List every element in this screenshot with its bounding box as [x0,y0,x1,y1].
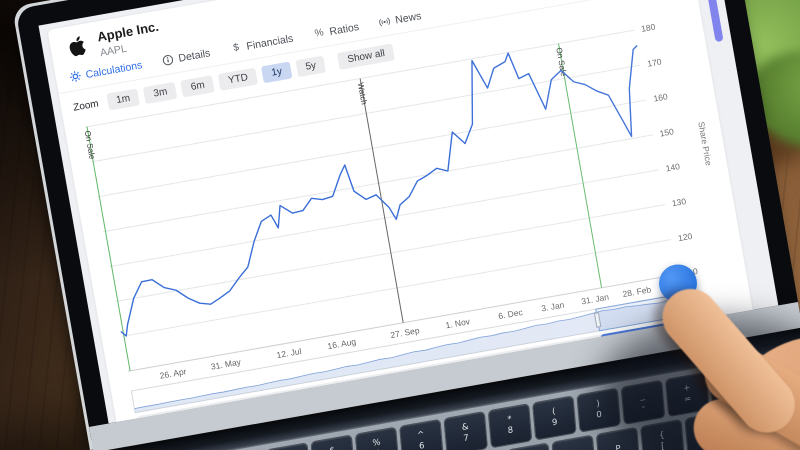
gridline [90,64,641,163]
nav-label: Ratios [328,20,360,38]
x-tick-label: 28. Feb [622,284,652,299]
nav-label: Calculations [84,59,144,81]
plot-line-annotation [558,43,603,288]
gridline [97,99,647,198]
annotation-label: On Sale [83,130,97,161]
page-scrollbar[interactable] [702,0,724,43]
x-tick-label: 3. Jan [540,299,565,313]
nav-label: News [394,9,423,27]
keyboard-key[interactable]: $ 4 [311,435,355,450]
keyboard-key[interactable]: ( 9 [533,396,576,440]
price-line [120,44,638,337]
y-tick-label: 120 [677,231,693,243]
x-tick-label: 12. Jul [276,346,303,360]
apple-logo [69,36,86,57]
range-button-ytd[interactable]: YTD [217,67,259,91]
keyboard-key[interactable]: # 3 [267,443,310,450]
keyboard-key[interactable]: % 5 [355,427,399,450]
news-icon [379,16,392,29]
nav-item-details[interactable]: Details [162,47,211,67]
info-icon [162,54,175,67]
dollar-icon: $ [232,42,240,55]
range-button-1y[interactable]: 1y [261,61,293,84]
y-axis-title: Share Price [696,121,714,167]
y-tick-label: 160 [653,91,669,103]
range-button-1m[interactable]: 1m [105,88,141,111]
gridline [115,204,666,302]
navigator-line [134,296,682,409]
keyboard-key[interactable]: * 8 [488,404,532,448]
gear-icon [69,70,82,83]
plot-line-annotation [86,126,131,371]
x-tick-label: 31. Jan [580,292,609,307]
screen-bezel: Apple Inc. AAPL Mar 28, 2021 → Mar 28, 2… [15,0,800,450]
main-nav: Calculations Details $ Financials [54,0,695,95]
keyboard-key[interactable]: I [508,443,551,450]
x-tick-label: 6. Dec [497,307,524,321]
gridline [109,169,660,268]
percent-icon: % [313,27,325,41]
range-button-6m[interactable]: 6m [180,75,215,98]
range-button-5y[interactable]: 5y [295,55,327,78]
navigator-area [134,296,685,413]
nav-label: Details [177,47,212,65]
keyboard-key[interactable]: O [552,435,596,450]
keyboard-key[interactable]: ^ 6 [400,419,443,450]
x-tick-label: 31. May [210,356,242,371]
nav-item-news[interactable]: News [379,9,423,29]
y-tick-label: 140 [665,161,681,173]
x-tick-label: 27. Sep [390,325,421,340]
annotation-label: On Sale [554,47,568,78]
x-axis-line [127,273,678,372]
gridline [103,134,653,233]
zoom-label: Zoom [72,98,100,114]
app-header: Apple Inc. AAPL Mar 28, 2021 → Mar 28, 2… [47,0,690,69]
annotation-label: Watch [356,82,369,106]
y-tick-label: 170 [647,56,663,68]
navigator-handle[interactable] [593,312,602,328]
nav-item-financials[interactable]: $ Financials [230,32,295,56]
y-tick-label: 180 [640,21,656,33]
y-tick-label: 150 [659,126,675,138]
y-tick-label: 130 [671,196,687,208]
nav-item-calculations[interactable]: Calculations [69,59,143,84]
nav-label: Financials [245,32,295,53]
keyboard-key[interactable]: & 7 [444,412,487,450]
nav-item-ratios[interactable]: % Ratios [313,21,360,41]
gridline [84,29,635,128]
x-tick-label: 16. Aug [327,336,357,351]
x-tick-label: 26. Apr [159,366,187,381]
laptop: Apple Inc. AAPL Mar 28, 2021 → Mar 28, 2… [15,0,800,450]
gridline [121,238,672,337]
range-button-3m[interactable]: 3m [143,81,178,104]
x-tick-label: 1. Nov [445,316,472,330]
